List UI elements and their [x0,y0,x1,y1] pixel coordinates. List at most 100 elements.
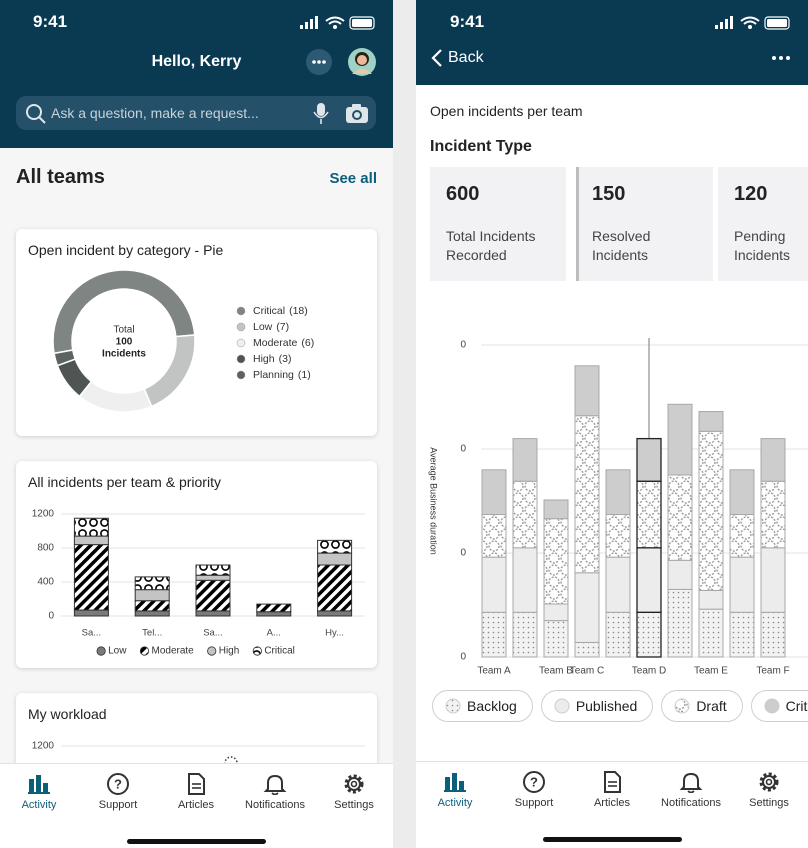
bar-segment [481,556,507,613]
chip-swatch [764,698,780,714]
bars [73,517,353,617]
search-bar[interactable] [16,96,376,130]
y-tick-label: 1200 [32,741,55,752]
bar-chart: 0 400 800 1200 Sa... Tel... Sa... A... Hy... Low M… [32,509,365,657]
bar-segment [698,589,724,610]
nav-label: Settings [334,799,374,811]
home-indicator [127,839,266,844]
center-label: Total [113,325,134,336]
bar-segment [574,641,600,658]
see-all-link[interactable]: See all [329,170,377,187]
legend-swatch [252,646,262,656]
nav-icon [679,772,703,793]
legend-value: (7) [276,321,289,333]
legend-label: High [253,353,275,365]
x-tick-label: Sa... [203,628,223,639]
legend-entry: Planning (1) [253,369,311,381]
detail-screen: 9:41 Back Open incidents per team Incide… [416,0,808,848]
home-indicator [543,837,682,842]
bar-segment [667,559,693,590]
back-button[interactable]: Back [448,49,484,66]
x-tick-label: Team A [477,666,511,677]
legend-swatch [96,646,106,656]
x-tick-label: Team D [632,666,666,677]
legend-swatch [236,370,246,380]
more-button[interactable] [770,50,794,66]
nav-item[interactable]: Articles [572,771,652,809]
legend-chip[interactable]: Draft [661,690,743,722]
center-value: 100 [116,337,133,348]
nav-item[interactable]: Notifications [235,773,315,811]
nav-label: Notifications [245,799,305,811]
team-bar-chart: 0 0 0 0 Average Business duration Team A Team … [429,338,808,677]
bar-segment [698,430,724,591]
legend-chip[interactable]: Published [540,690,654,722]
card-title: All incidents per team & priority [28,474,221,490]
bar-segment [605,556,631,613]
search-icon [26,104,46,124]
kpi-card: 150 Resolved Incidents [576,167,713,281]
nav-item[interactable]: Notifications [651,771,731,809]
bar-segment [729,556,755,613]
y-tick-label: 800 [37,543,54,554]
x-tick-label: Tel... [142,628,162,639]
bar-segment [481,611,507,658]
pie-slice [53,349,77,367]
legend-chip[interactable]: Critical [750,690,808,722]
bar-segment [256,603,292,613]
nav-icon: ? [107,773,129,795]
swatch [554,698,570,714]
pie-card: Open incident by category - Pie [16,229,377,436]
bar-segment [729,611,755,658]
status-time: 9:41 [450,12,485,31]
bottom-nav: Activity ? Support Articles Notification… [416,761,808,848]
bar-segment [605,514,631,558]
bar-segment [636,480,662,549]
bar-segment [574,415,600,574]
section-title: All teams [16,166,105,188]
legend-label: Moderate [151,646,194,657]
y-tick-label: 400 [37,577,54,588]
bar-segment [481,514,507,558]
legend-swatch [236,322,246,332]
nav-label: Activity [21,799,57,811]
legend-entry: Moderate (6) [253,337,314,349]
kpi-label: Total Incidents Recorded [446,228,536,263]
nav-item[interactable]: Settings [729,771,808,809]
avatar[interactable] [348,48,378,78]
legend-swatch [236,338,246,348]
legend-chip[interactable]: Backlog [432,690,533,722]
legend-value: (1) [298,369,311,381]
nav-item[interactable]: Settings [314,773,393,811]
legend-label: Planning [253,369,294,381]
nav-item[interactable]: ? Support [78,773,158,811]
legend-label: Moderate [253,337,298,349]
more-button[interactable] [305,48,335,78]
search-actions[interactable] [310,101,370,127]
legend-label: High [219,646,240,657]
legend-label: Published [575,698,638,714]
nav-item[interactable]: Activity [416,771,495,809]
x-tick-label: Hy... [325,628,344,639]
nav-item[interactable]: ? Support [494,771,574,809]
legend-label: Critical [253,305,285,317]
bar-segment [195,579,231,612]
bar-segment [574,365,600,417]
nav-item[interactable]: Articles [156,773,236,811]
x-tick-label: Team B [539,666,573,677]
nav-icon: ? [523,771,545,793]
x-tick-label: Team E [694,666,728,677]
header [416,0,808,85]
nav-item[interactable]: Activity [0,773,79,811]
y-tick-label: 0 [48,611,54,622]
bar-segment [73,544,109,611]
card-title: Open incident by category - Pie [28,242,224,258]
back-icon[interactable] [430,48,444,68]
bar-segment [543,499,569,520]
legend: Low Moderate High Critical [96,646,295,657]
center-unit: Incidents [102,349,146,360]
bar-segment [574,572,600,643]
kpi-label: Pending Incidents [734,228,791,263]
kpi-value: 600 [446,183,480,205]
